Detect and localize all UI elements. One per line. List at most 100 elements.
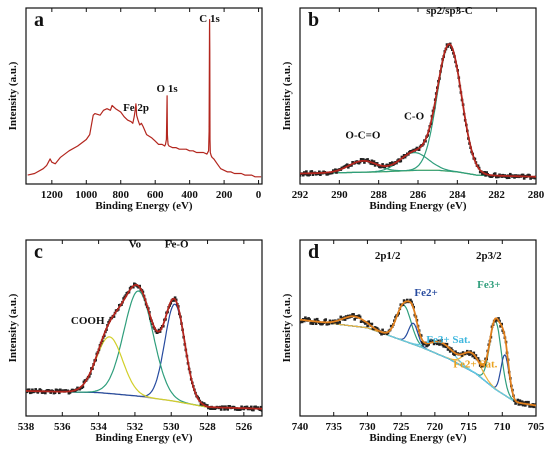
- raw-point: [82, 380, 86, 384]
- raw-point: [239, 408, 242, 411]
- raw-point: [444, 345, 448, 349]
- raw-point: [431, 339, 435, 343]
- plot-area: [26, 282, 262, 412]
- raw-point: [344, 315, 348, 318]
- x-tick-label: 290: [331, 189, 348, 201]
- raw-point: [259, 405, 262, 409]
- raw-point: [362, 158, 365, 161]
- raw-point: [381, 328, 384, 332]
- x-tick-label: 400: [181, 189, 198, 201]
- raw-point: [363, 320, 366, 324]
- raw-point: [518, 399, 522, 402]
- raw-point: [421, 340, 424, 344]
- x-tick-label: 526: [236, 421, 253, 433]
- x-tick-label: 730: [359, 421, 376, 433]
- x-tick-label: 600: [147, 189, 164, 201]
- raw-point: [507, 176, 511, 179]
- panel-label-b: b: [308, 9, 319, 31]
- raw-point: [311, 322, 315, 325]
- y-axis-label: Intensity (a.u.): [281, 61, 293, 130]
- raw-point: [309, 322, 312, 325]
- raw-point: [432, 342, 436, 346]
- raw-point: [406, 298, 409, 302]
- raw-point: [347, 166, 350, 169]
- raw-point: [308, 318, 311, 321]
- raw-point: [402, 154, 406, 157]
- raw-point: [485, 171, 488, 174]
- x-tick-label: 280: [528, 189, 545, 201]
- raw-point: [338, 321, 341, 324]
- panel-c: c 538 536 534 532 530 528 526 Binding Energy (e…: [7, 239, 263, 444]
- raw-point: [36, 391, 40, 394]
- y-axis-label: Intensity (a.u.): [7, 293, 19, 362]
- x-tick-label: 200: [216, 189, 233, 201]
- raw-point: [454, 350, 457, 353]
- annotation-fe2-: Fe2+: [414, 287, 437, 299]
- annotation-2p3-2: 2p3/2: [476, 250, 502, 262]
- raw-point: [476, 357, 480, 360]
- raw-point: [327, 322, 331, 326]
- raw-point: [311, 173, 315, 176]
- raw-point: [519, 402, 523, 406]
- raw-point: [300, 174, 302, 177]
- panel-label-d: d: [308, 241, 319, 263]
- raw-point: [122, 297, 125, 300]
- panel-d: d 740 735 730 725 720 715 710 705 Binding Energy…: [281, 239, 545, 444]
- raw-point: [173, 296, 177, 299]
- raw-point: [499, 325, 502, 328]
- raw-point: [460, 354, 464, 357]
- y-axis-label: Intensity (a.u.): [7, 61, 19, 130]
- raw-point: [399, 159, 403, 163]
- raw-point: [304, 316, 307, 319]
- raw-point: [49, 391, 52, 394]
- plot-frame: [25, 7, 263, 185]
- raw-point: [370, 322, 374, 326]
- x-tick-label: 534: [90, 421, 107, 433]
- annotation-c-o: C-O: [404, 110, 425, 122]
- raw-point: [206, 404, 209, 407]
- raw-point: [370, 159, 374, 163]
- y-axis-label: Intensity (a.u.): [281, 293, 293, 362]
- raw-point: [199, 403, 203, 406]
- x-tick-label: 284: [449, 189, 466, 201]
- raw-point: [27, 388, 31, 391]
- raw-point: [301, 173, 305, 177]
- raw-point: [473, 356, 477, 360]
- raw-point: [448, 350, 452, 353]
- x-tick-label: 282: [488, 189, 505, 201]
- raw-point: [375, 162, 379, 165]
- raw-point: [366, 324, 369, 328]
- raw-point: [240, 405, 243, 409]
- raw-point: [373, 164, 377, 167]
- raw-point: [260, 409, 262, 412]
- annotation-c-1s: C 1s: [199, 13, 220, 25]
- raw-point: [258, 408, 262, 411]
- raw-point: [497, 175, 500, 179]
- raw-point: [436, 342, 439, 346]
- raw-point: [209, 407, 212, 410]
- raw-point: [521, 173, 525, 177]
- raw-point: [366, 158, 369, 161]
- raw-point: [439, 342, 442, 345]
- raw-point: [172, 299, 176, 302]
- panel-a: a 1200 1000 800 600 400 200 0 Binding Energy (e…: [7, 7, 263, 212]
- fit-envelope-line: [300, 300, 536, 407]
- raw-point: [53, 391, 57, 394]
- plot-frame: [299, 7, 537, 185]
- raw-point: [471, 354, 474, 358]
- x-axis-label: Binding Energy (eV): [369, 200, 467, 212]
- raw-point: [367, 320, 370, 323]
- raw-point: [44, 391, 47, 395]
- raw-point: [403, 155, 407, 159]
- raw-point: [493, 172, 497, 175]
- raw-point: [359, 158, 363, 161]
- raw-point: [112, 315, 116, 318]
- x-tick-label: 725: [393, 421, 410, 433]
- raw-point: [315, 317, 319, 321]
- raw-point: [402, 299, 406, 302]
- raw-point: [224, 405, 227, 408]
- raw-point: [372, 160, 376, 163]
- raw-point: [350, 164, 353, 167]
- raw-point: [445, 342, 449, 346]
